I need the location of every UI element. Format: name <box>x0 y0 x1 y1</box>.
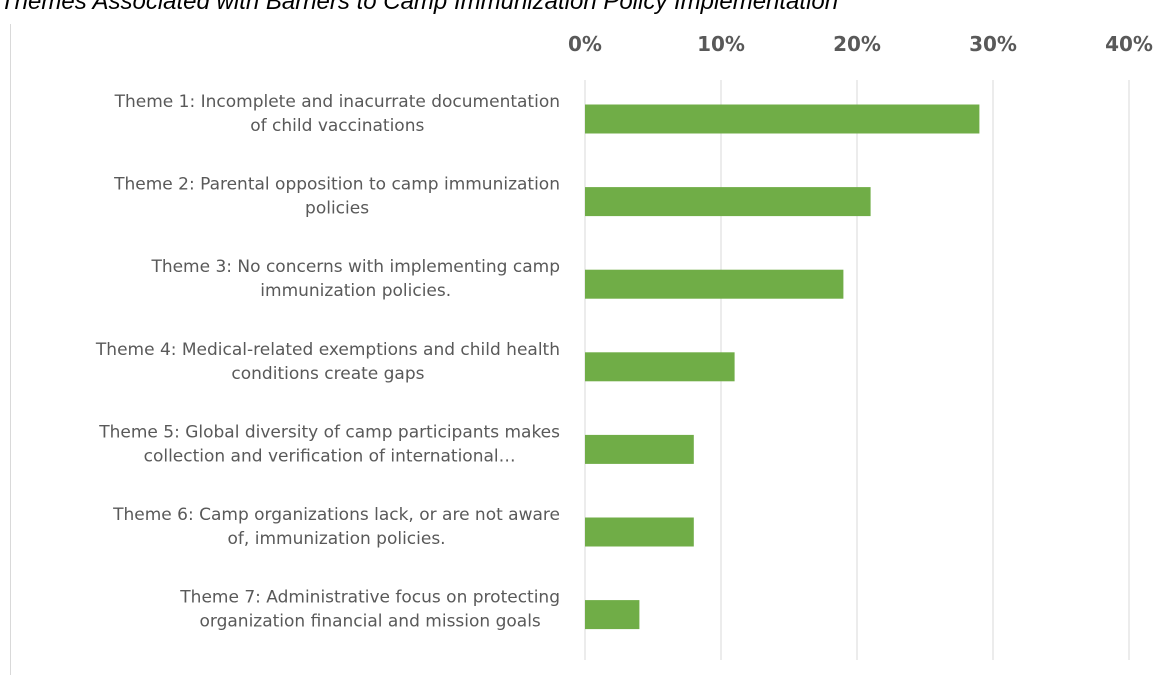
category-label-line: organization financial and mission goals <box>200 612 541 632</box>
bar <box>585 517 694 547</box>
category-label-line: of child vaccinations <box>250 116 424 136</box>
category-label-line: Theme 3: No concerns with implementing c… <box>150 257 560 277</box>
x-tick-label: 0% <box>568 32 602 56</box>
bars <box>585 104 980 630</box>
category-labels: Theme 1: Incomplete and inacurrate docum… <box>95 92 560 632</box>
bar <box>585 600 640 630</box>
category-label: Theme 2: Parental opposition to camp imm… <box>113 175 560 219</box>
category-label-line: Theme 6: Camp organizations lack, or are… <box>112 505 560 525</box>
x-axis-tick-labels: 0% 10% 20% 30% 40% <box>568 32 1153 56</box>
category-label-line: collection and verification of internati… <box>144 446 516 466</box>
category-label-line: conditions create gaps <box>231 364 424 384</box>
bar <box>585 352 735 382</box>
bar <box>585 434 694 464</box>
category-label: Theme 1: Incomplete and inacurrate docum… <box>114 92 560 136</box>
category-label-line: Theme 7: Administrative focus on protect… <box>179 588 560 608</box>
category-label-line: Theme 1: Incomplete and inacurrate docum… <box>114 92 560 112</box>
x-tick-label: 30% <box>969 32 1017 56</box>
category-label-line: policies <box>305 199 369 219</box>
x-tick-label: 20% <box>833 32 881 56</box>
category-label-line: of, immunization policies. <box>228 529 446 549</box>
category-label: Theme 3: No concerns with implementing c… <box>150 257 560 301</box>
category-label-line: Theme 2: Parental opposition to camp imm… <box>113 175 560 195</box>
bar <box>585 187 871 217</box>
bar <box>585 269 844 299</box>
category-label-line: immunization policies. <box>260 281 451 301</box>
category-label-line: Theme 5: Global diversity of camp partic… <box>98 422 560 442</box>
x-tick-label: 40% <box>1105 32 1153 56</box>
category-label: Theme 6: Camp organizations lack, or are… <box>112 505 560 549</box>
x-tick-label: 10% <box>697 32 745 56</box>
chart-title: Themes Associated with Barriers to Camp … <box>0 0 839 15</box>
bar <box>585 104 980 134</box>
category-label: Theme 4: Medical-related exemptions and … <box>95 340 560 384</box>
category-label: Theme 5: Global diversity of camp partic… <box>98 422 560 466</box>
category-label-line: Theme 4: Medical-related exemptions and … <box>95 340 560 360</box>
category-label: Theme 7: Administrative focus on protect… <box>179 588 560 632</box>
